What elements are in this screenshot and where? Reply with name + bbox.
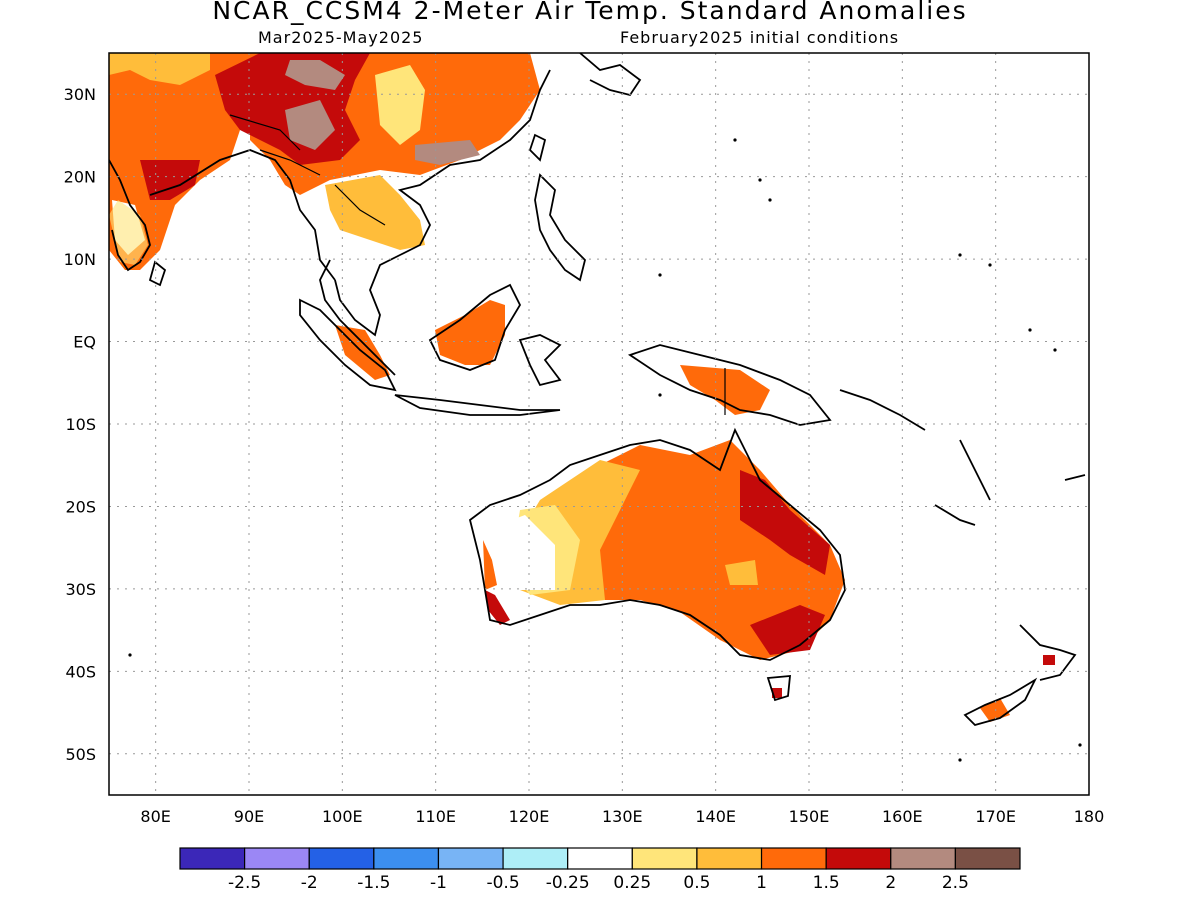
- colorbar-label: 1: [756, 873, 767, 893]
- anomaly-region-australia-red-se: [750, 605, 825, 655]
- colorbar-label: 2.5: [942, 873, 969, 893]
- coastline-philippines: [534, 173, 586, 282]
- colorbar-swatch: [308, 847, 375, 870]
- longitude-tick-label: 120E: [509, 807, 550, 826]
- longitude-tick-label: 160E: [882, 807, 923, 826]
- coastline-vanuatu-fiji: [959, 439, 1086, 501]
- anomaly-region-australia-red-ne: [740, 470, 830, 575]
- initial-conditions: February2025 initial conditions: [620, 28, 900, 47]
- colorbar-swatch: [437, 847, 504, 870]
- anomaly-region-australia-orange-sw: [483, 540, 497, 590]
- latitude-tick-label: 20S: [65, 497, 96, 516]
- latitude-labels: 30N 20N 10N EQ 10S 20S 30S 40S 50S: [64, 85, 96, 764]
- longitude-labels: 80E 90E 100E 110E 120E 130E 140E 150E 160E 170E 18…: [140, 807, 1104, 826]
- coastlines: [109, 53, 1086, 727]
- coastline-sulawesi: [518, 334, 562, 387]
- anomaly-region-australia-red-sw: [485, 590, 510, 625]
- colorbar-label: -0.5: [486, 873, 519, 893]
- coastline-indochina: [334, 69, 551, 337]
- longitude-tick-label: 170E: [975, 807, 1016, 826]
- anomaly-region-china-yellow: [375, 65, 425, 145]
- colorbar-label: 0.5: [683, 873, 710, 893]
- anomaly-region-indochina-yellow: [325, 175, 425, 250]
- colorbar-label: -0.25: [546, 873, 590, 893]
- colorbar-label: 2: [885, 873, 896, 893]
- anomaly-region-india-red: [140, 160, 200, 200]
- border-lines: [229, 114, 726, 415]
- anomaly-region-india-yellow: [109, 53, 210, 85]
- coastline-borneo: [428, 283, 522, 371]
- coastline-india: [109, 159, 151, 272]
- colorbar-swatch: [502, 847, 569, 870]
- longitude-tick-label: 90E: [234, 807, 264, 826]
- coastline-tasmania: [766, 675, 792, 702]
- coastline-bay-of-bengal: [149, 149, 336, 281]
- coastline-malay-peninsula: [319, 259, 396, 376]
- longitude-tick-label: 80E: [140, 807, 170, 826]
- coastline-new-zealand-north: [1019, 624, 1077, 681]
- colorbar-label: -2: [301, 873, 318, 893]
- colorbar: -2.5 -2 -1.5 -1 -0.5 -0.25 0.25 0.5 1 1.5 2 2.5: [179, 847, 1021, 893]
- colorbar-swatch: [567, 847, 633, 870]
- colorbar-swatch: [179, 847, 246, 870]
- latitude-tick-label: 30S: [65, 580, 96, 599]
- latitude-tick-label: 10N: [64, 250, 96, 269]
- forecast-period: Mar2025-May2025: [258, 28, 424, 47]
- anomaly-region-tibet-brown: [285, 60, 345, 90]
- latitude-tick-label: 10S: [65, 415, 96, 434]
- coastline-new-zealand-south: [963, 677, 1038, 727]
- coastline-sumatra: [299, 298, 397, 392]
- coastline-new-guinea: [627, 344, 832, 426]
- colorbar-swatch: [696, 847, 763, 870]
- longitude-tick-label: 140E: [695, 807, 736, 826]
- colorbar-swatch: [954, 847, 1021, 870]
- colorbar-swatch: [373, 847, 440, 870]
- colorbar-label: 1.5: [813, 873, 840, 893]
- colorbar-swatch: [631, 847, 698, 870]
- longitude-tick-label: 100E: [322, 807, 363, 826]
- coastline-japan: [579, 53, 642, 97]
- colorbar-label: -1.5: [357, 873, 390, 893]
- longitude-tick-label: 180: [1074, 807, 1105, 826]
- coastline-australia: [468, 427, 846, 661]
- colorbar-swatch: [244, 847, 310, 870]
- coastline-new-caledonia: [934, 504, 976, 526]
- coastline-taiwan: [528, 133, 547, 162]
- latitude-tick-label: 50S: [65, 745, 96, 764]
- anomaly-region-australia-yellow-spot: [725, 560, 758, 585]
- colorbar-label: 0.25: [613, 873, 651, 893]
- map-frame: [108, 52, 1090, 796]
- colorbar-swatch: [760, 847, 827, 870]
- gridlines: [109, 53, 1089, 795]
- anomaly-region-tibet-brown2: [285, 100, 335, 150]
- latitude-tick-label: 30N: [64, 85, 96, 104]
- colorbar-label: -1: [430, 873, 447, 893]
- latitude-tick-label: 20N: [64, 168, 96, 187]
- colorbar-swatch: [890, 847, 956, 870]
- latitude-tick-label: 40S: [65, 662, 96, 681]
- coastline-sri-lanka: [148, 260, 167, 287]
- anomaly-shading: [109, 53, 1055, 722]
- small-islands: [128, 138, 1082, 762]
- chart-title: NCAR_CCSM4 2-Meter Air Temp. Standard An…: [212, 0, 968, 25]
- colorbar-label: -2.5: [228, 873, 261, 893]
- anomaly-region-nz-red: [1043, 655, 1055, 665]
- anomaly-region-china-brown: [415, 140, 480, 165]
- longitude-tick-label: 130E: [602, 807, 643, 826]
- anomaly-region-borneo-orange: [435, 300, 505, 365]
- longitude-tick-label: 110E: [415, 807, 456, 826]
- latitude-tick-label: EQ: [73, 333, 96, 352]
- anomaly-region-australia-white: [485, 515, 555, 590]
- coastline-solomon-islands: [839, 389, 926, 431]
- longitude-tick-label: 150E: [789, 807, 830, 826]
- colorbar-swatch: [825, 847, 892, 870]
- coastline-java: [394, 394, 561, 416]
